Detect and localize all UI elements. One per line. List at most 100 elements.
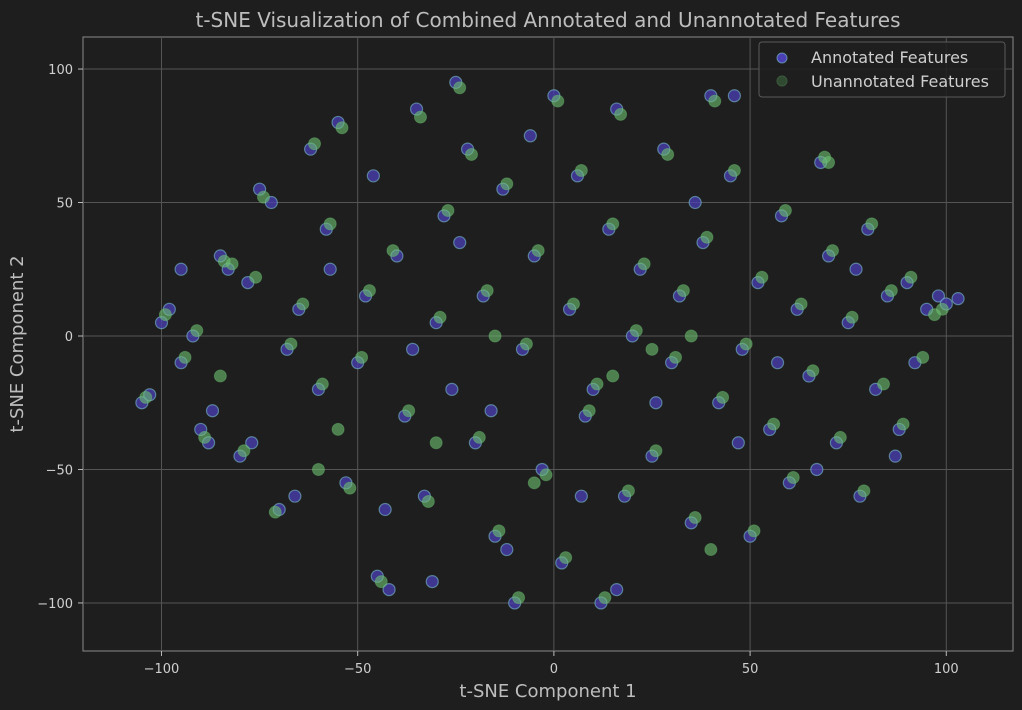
unannotated-point — [684, 329, 698, 343]
y-axis-label: t-SNE Component 2 — [7, 255, 28, 432]
annotated-point — [174, 262, 188, 276]
unannotated-point — [645, 342, 659, 356]
annotated-point — [500, 542, 514, 557]
unannotated-point — [833, 430, 847, 444]
annotated-point — [574, 489, 588, 503]
unannotated-point — [567, 297, 581, 311]
annotated-point — [888, 449, 902, 463]
unannotated-point — [453, 81, 467, 95]
unannotated-point — [480, 284, 494, 298]
chart-title: t-SNE Visualization of Combined Annotate… — [196, 8, 901, 32]
unannotated-point — [178, 350, 192, 364]
annotated-point — [425, 574, 439, 589]
unannotated-point — [433, 310, 447, 324]
unannotated-point — [704, 543, 718, 557]
x-axis-label: t-SNE Component 1 — [459, 681, 636, 702]
unannotated-point — [822, 155, 836, 169]
unannotated-point — [786, 470, 800, 484]
unannotated-point — [413, 110, 427, 124]
unannotated-point — [688, 511, 702, 525]
unannotated-point — [257, 190, 271, 204]
unannotated-point — [386, 244, 400, 258]
unannotated-point — [311, 462, 325, 476]
unannotated-point — [845, 310, 859, 324]
unannotated-point — [649, 444, 663, 458]
annotated-point — [323, 262, 337, 276]
unannotated-point — [708, 94, 722, 108]
unannotated-point — [551, 94, 565, 108]
unannotated-point — [747, 524, 761, 538]
unannotated-point — [139, 390, 153, 404]
unannotated-point — [355, 350, 369, 364]
legend-label-unannotated: Unannotated Features — [811, 72, 989, 91]
unannotated-point — [190, 324, 204, 338]
y-tick-label: 50 — [56, 197, 73, 212]
x-tick-label: 0 — [550, 662, 558, 677]
unannotated-point — [739, 337, 753, 351]
unannotated-point — [512, 591, 526, 605]
unannotated-point — [335, 121, 349, 135]
x-tick-label: 50 — [742, 662, 759, 677]
unannotated-point — [778, 204, 792, 218]
unannotated-point — [935, 302, 949, 316]
unannotated-point — [755, 270, 769, 284]
legend: Annotated Features Unannotated Features — [758, 41, 1006, 98]
legend-box — [758, 41, 1006, 98]
unannotated-point — [237, 444, 251, 458]
annotated-point — [406, 342, 420, 356]
unannotated-point — [865, 217, 879, 231]
unannotated-point — [857, 484, 871, 498]
unannotated-point — [500, 177, 514, 191]
unannotated-point — [794, 297, 808, 311]
unannotated-point — [488, 329, 502, 343]
unannotated-point — [716, 390, 730, 404]
x-axis-ticks: −100 −50 0 50 100 — [144, 651, 959, 677]
unannotated-point — [884, 284, 898, 298]
unannotated-point — [531, 244, 545, 258]
unannotated-point — [606, 217, 620, 231]
series-annotated-points — [135, 75, 965, 610]
unannotated-point — [676, 284, 690, 298]
unannotated-point — [158, 308, 172, 322]
unannotated-point — [343, 481, 357, 495]
y-tick-label: −100 — [37, 597, 73, 612]
annotated-point — [523, 129, 537, 143]
unannotated-point — [574, 163, 588, 177]
unannotated-point — [402, 404, 416, 418]
unannotated-point — [582, 404, 596, 418]
unannotated-point — [614, 107, 628, 121]
y-tick-label: 100 — [48, 63, 73, 78]
annotated-point — [378, 502, 392, 517]
unannotated-point — [904, 270, 918, 284]
unannotated-point — [323, 217, 337, 231]
annotated-point — [770, 356, 785, 370]
unannotated-point — [669, 350, 683, 364]
annotated-point — [484, 404, 498, 418]
x-tick-label: 100 — [934, 662, 959, 677]
annotated-point — [453, 235, 467, 250]
unannotated-point — [249, 270, 263, 284]
annotated-point — [610, 582, 624, 597]
annotated-point — [205, 404, 220, 418]
unannotated-point — [213, 369, 227, 383]
unannotated-point — [362, 284, 376, 298]
annotated-point — [366, 169, 380, 183]
annotated-point — [649, 396, 663, 410]
x-tick-label: −50 — [344, 662, 371, 677]
unannotated-point — [296, 297, 310, 311]
unannotated-point — [629, 324, 643, 338]
annotated-point — [245, 436, 259, 450]
unannotated-point — [767, 417, 781, 431]
unannotated-point — [877, 377, 891, 391]
unannotated-point — [539, 468, 553, 482]
annotated-point — [951, 292, 965, 306]
y-tick-label: 0 — [65, 330, 73, 345]
unannotated-point — [590, 377, 604, 391]
annotated-point — [382, 582, 396, 597]
annotated-point — [288, 489, 302, 503]
legend-marker-unannotated — [776, 75, 788, 87]
unannotated-point — [727, 163, 741, 177]
unannotated-point — [661, 147, 675, 161]
annotated-point — [731, 436, 745, 450]
